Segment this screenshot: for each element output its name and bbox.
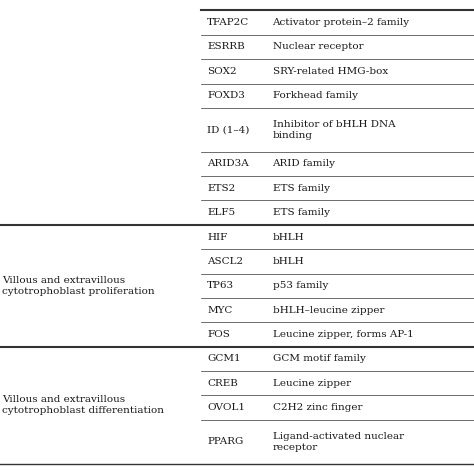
Text: Leucine zipper: Leucine zipper: [273, 379, 351, 388]
Text: ARID3A: ARID3A: [207, 159, 249, 168]
Text: ETS family: ETS family: [273, 208, 329, 217]
Text: GCM1: GCM1: [207, 354, 241, 363]
Text: CREB: CREB: [207, 379, 238, 388]
Text: Villous and extravillous
cytotrophoblast proliferation: Villous and extravillous cytotrophoblast…: [2, 276, 155, 296]
Text: Leucine zipper, forms AP-1: Leucine zipper, forms AP-1: [273, 330, 413, 339]
Text: TP63: TP63: [207, 281, 234, 290]
Text: bHLH: bHLH: [273, 257, 304, 266]
Text: Inhibitor of bHLH DNA
binding: Inhibitor of bHLH DNA binding: [273, 120, 395, 140]
Text: ID (1–4): ID (1–4): [207, 125, 249, 134]
Text: Activator protein–2 family: Activator protein–2 family: [273, 18, 410, 27]
Text: HIF: HIF: [207, 233, 228, 241]
Text: PPARG: PPARG: [207, 437, 244, 446]
Text: SOX2: SOX2: [207, 67, 237, 76]
Text: Ligand-activated nuclear
receptor: Ligand-activated nuclear receptor: [273, 432, 404, 452]
Text: bHLH: bHLH: [273, 233, 304, 241]
Text: GCM motif family: GCM motif family: [273, 354, 365, 363]
Text: ESRRB: ESRRB: [207, 43, 245, 52]
Text: MYC: MYC: [207, 306, 233, 315]
Text: ARID family: ARID family: [273, 159, 336, 168]
Text: ETS2: ETS2: [207, 184, 236, 193]
Text: ELF5: ELF5: [207, 208, 235, 217]
Text: p53 family: p53 family: [273, 281, 328, 290]
Text: ASCL2: ASCL2: [207, 257, 243, 266]
Text: Nuclear receptor: Nuclear receptor: [273, 43, 363, 52]
Text: FOS: FOS: [207, 330, 230, 339]
Text: Forkhead family: Forkhead family: [273, 91, 357, 100]
Text: C2H2 zinc finger: C2H2 zinc finger: [273, 403, 362, 412]
Text: OVOL1: OVOL1: [207, 403, 245, 412]
Text: FOXD3: FOXD3: [207, 91, 245, 100]
Text: TFAP2C: TFAP2C: [207, 18, 249, 27]
Text: SRY-related HMG-box: SRY-related HMG-box: [273, 67, 388, 76]
Text: ETS family: ETS family: [273, 184, 329, 193]
Text: bHLH–leucine zipper: bHLH–leucine zipper: [273, 306, 384, 315]
Text: Villous and extravillous
cytotrophoblast differentiation: Villous and extravillous cytotrophoblast…: [2, 395, 164, 415]
